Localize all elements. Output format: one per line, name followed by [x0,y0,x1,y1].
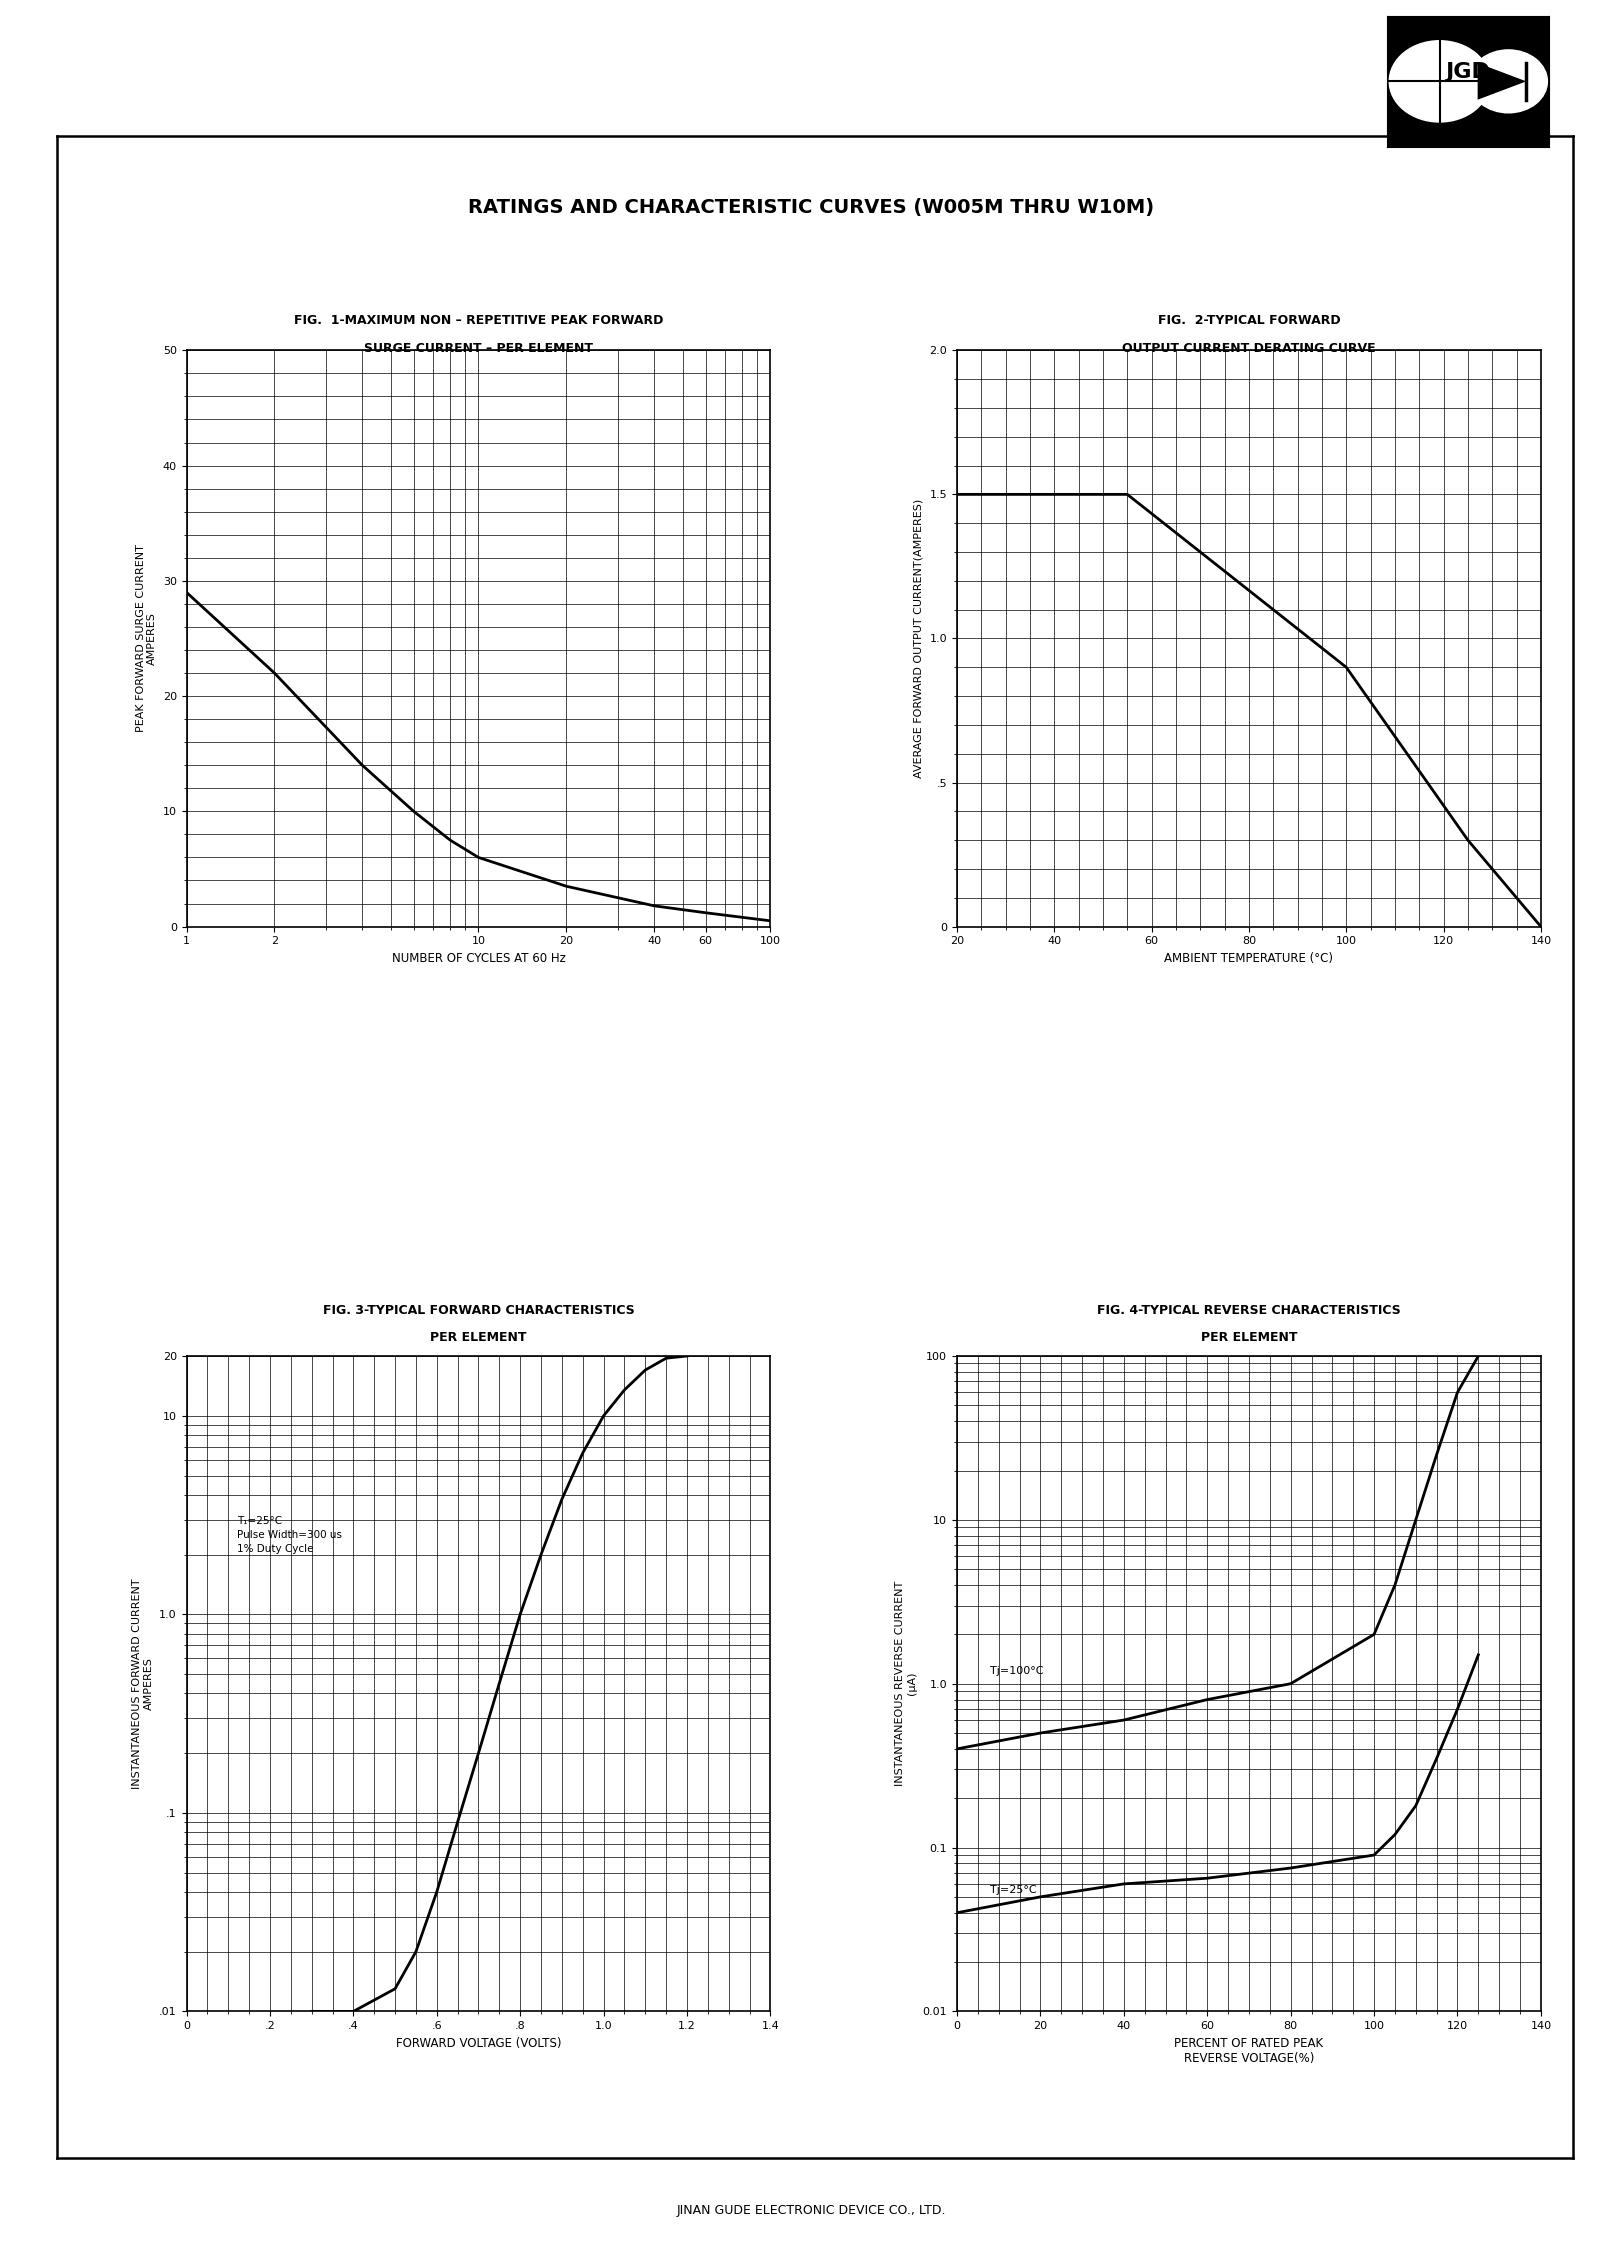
Text: SURGE CURRENT – PER ELEMENT: SURGE CURRENT – PER ELEMENT [363,341,594,355]
Text: Tj=25°C: Tj=25°C [991,1885,1036,1896]
Text: RATINGS AND CHARACTERISTIC CURVES (W005M THRU W10M): RATINGS AND CHARACTERISTIC CURVES (W005M… [467,199,1155,217]
Text: Tj=100°C: Tj=100°C [991,1666,1045,1675]
Circle shape [1470,50,1547,113]
Text: PER ELEMENT: PER ELEMENT [1200,1331,1298,1345]
Text: T₁=25°C
Pulse Width=300 us
1% Duty Cycle: T₁=25°C Pulse Width=300 us 1% Duty Cycle [237,1516,342,1555]
Circle shape [1388,41,1489,122]
Y-axis label: INSTANTANEOUS REVERSE CURRENT
(μA): INSTANTANEOUS REVERSE CURRENT (μA) [895,1582,916,1785]
Text: OUTPUT CURRENT DERATING CURVE: OUTPUT CURRENT DERATING CURVE [1122,341,1375,355]
Y-axis label: INSTANTANEOUS FORWARD CURRENT
AMPERES: INSTANTANEOUS FORWARD CURRENT AMPERES [131,1577,154,1790]
Text: FIG. 3-TYPICAL FORWARD CHARACTERISTICS: FIG. 3-TYPICAL FORWARD CHARACTERISTICS [323,1304,634,1318]
X-axis label: PERCENT OF RATED PEAK
REVERSE VOLTAGE(%): PERCENT OF RATED PEAK REVERSE VOLTAGE(%) [1174,2036,1324,2066]
Text: JINAN GUDE ELECTRONIC DEVICE CO., LTD.: JINAN GUDE ELECTRONIC DEVICE CO., LTD. [676,2204,946,2217]
Text: FIG. 4-TYPICAL REVERSE CHARACTERISTICS: FIG. 4-TYPICAL REVERSE CHARACTERISTICS [1096,1304,1401,1318]
X-axis label: NUMBER OF CYCLES AT 60 Hz: NUMBER OF CYCLES AT 60 Hz [391,951,566,965]
X-axis label: AMBIENT TEMPERATURE (°C): AMBIENT TEMPERATURE (°C) [1165,951,1333,965]
Y-axis label: PEAK FORWARD SURGE CURRENT
AMPERES: PEAK FORWARD SURGE CURRENT AMPERES [136,545,157,732]
X-axis label: FORWARD VOLTAGE (VOLTS): FORWARD VOLTAGE (VOLTS) [396,2036,561,2050]
Text: FIG.  1-MAXIMUM NON – REPETITIVE PEAK FORWARD: FIG. 1-MAXIMUM NON – REPETITIVE PEAK FOR… [294,314,663,328]
Y-axis label: AVERAGE FORWARD OUTPUT CURRENT(AMPERES): AVERAGE FORWARD OUTPUT CURRENT(AMPERES) [913,499,925,777]
Text: JGD: JGD [1445,63,1491,81]
Text: FIG.  2-TYPICAL FORWARD: FIG. 2-TYPICAL FORWARD [1158,314,1340,328]
Text: PER ELEMENT: PER ELEMENT [430,1331,527,1345]
Polygon shape [1478,63,1526,99]
